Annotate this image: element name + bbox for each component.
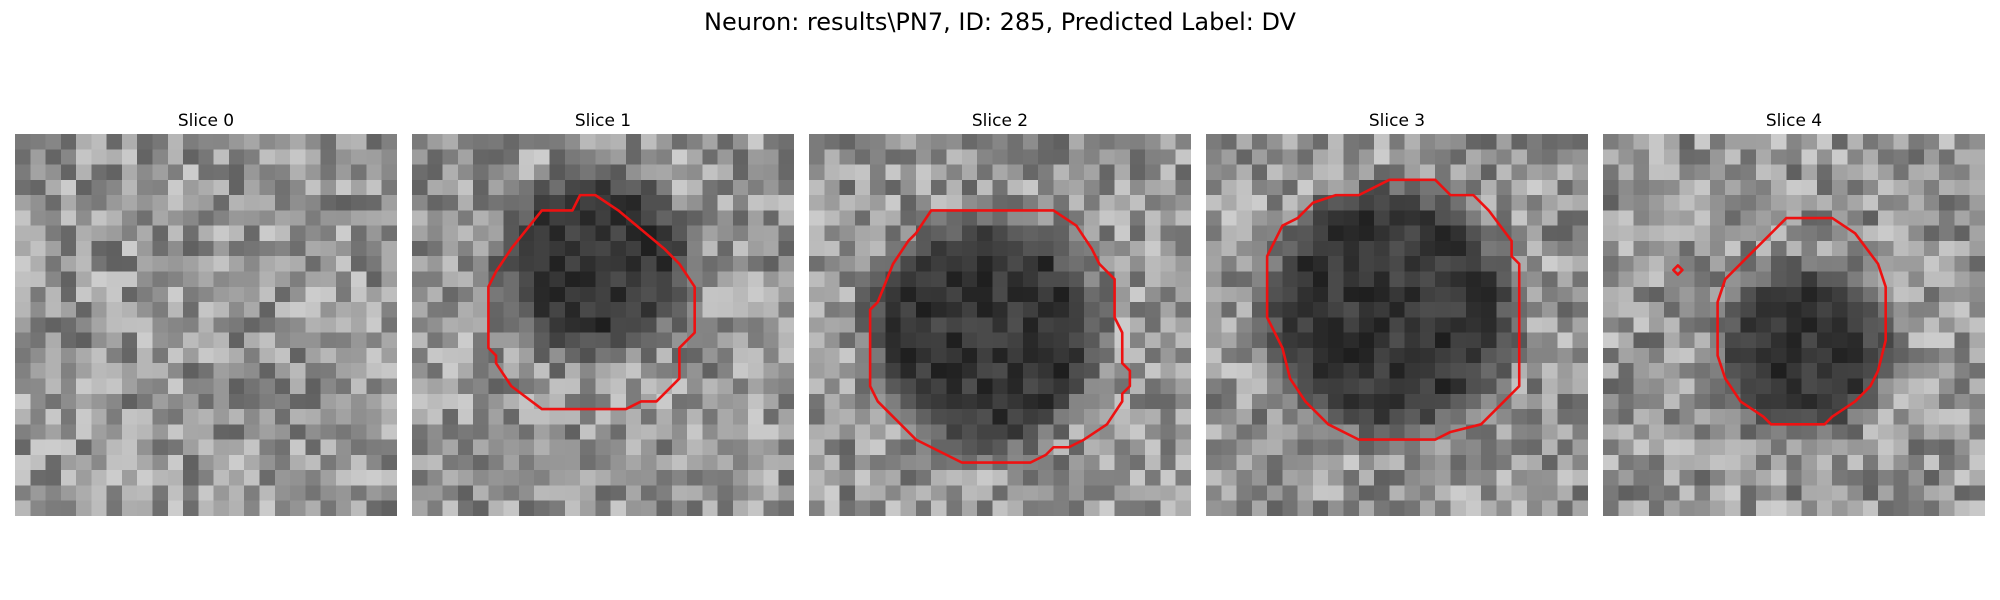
pixel-grid [1603,134,1985,516]
slice-title: Slice 3 [1368,111,1426,131]
contour-outline [1671,264,1684,276]
slice-title: Slice 2 [971,111,1029,131]
pixel-grid [809,134,1191,516]
slice-title: Slice 1 [574,111,632,131]
figure-title: Neuron: results\PN7, ID: 285, Predicted … [704,8,1296,36]
contour-outline [1716,216,1887,426]
slice-panel-1: Slice 1 [412,108,794,516]
slice-panel-0: Slice 0 [15,108,397,516]
slice-panel-2: Slice 2 [809,108,1191,516]
slice-image [809,134,1191,516]
contour-outline [868,209,1132,464]
slice-image [412,134,794,516]
slice-panel-4: Slice 4 [1603,108,1985,516]
pixel-grid [15,134,397,516]
pixel-grid [412,134,794,516]
slice-image [15,134,397,516]
contour-outline [1265,178,1521,441]
slice-panel-3: Slice 3 [1206,108,1588,516]
slice-image [1206,134,1588,516]
slice-title: Slice 0 [177,111,235,131]
contour-outline [487,193,696,411]
slice-title: Slice 4 [1765,111,1823,131]
pixel-grid [1206,134,1588,516]
slice-image [1603,134,1985,516]
